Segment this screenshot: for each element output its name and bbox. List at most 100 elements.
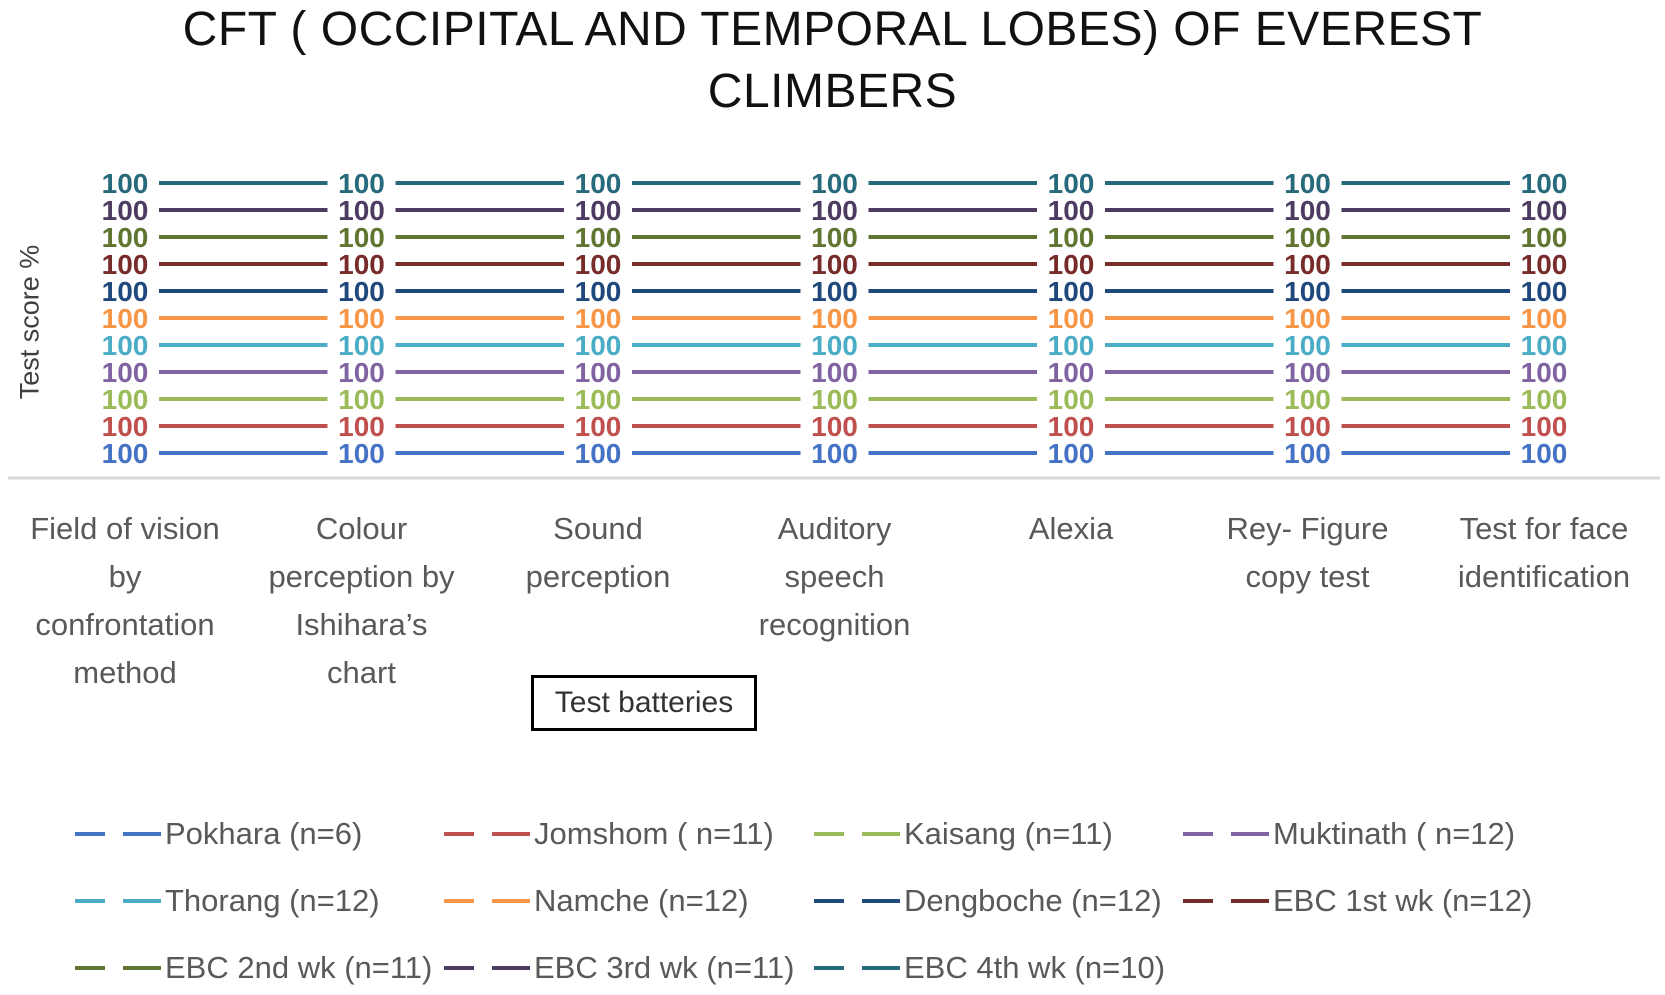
x-tick-label: Field of vision by confrontation method — [30, 511, 220, 690]
legend-swatch — [75, 824, 163, 844]
data-label: 100 — [811, 330, 858, 361]
data-label: 100 — [338, 303, 385, 334]
series-2: 100 100 100 100 100 100 100 — [102, 384, 1568, 415]
series-5: 100 100 100 100 100 100 100 — [102, 303, 1568, 334]
legend-item: EBC 1st wk (n=12) — [1183, 883, 1532, 919]
data-label: 100 — [1521, 195, 1568, 226]
data-label: 100 — [811, 249, 858, 280]
x-tick-label: Alexia — [1029, 511, 1114, 546]
x-axis-title: Test batteries — [531, 675, 757, 731]
x-tick-label: Test for face identification — [1458, 511, 1630, 594]
data-label: 100 — [102, 276, 149, 307]
x-tick-label: Auditory speech recognition — [759, 511, 911, 642]
data-label: 100 — [338, 195, 385, 226]
legend-item: Dengboche (n=12) — [814, 883, 1162, 919]
data-label: 100 — [1521, 384, 1568, 415]
x-tick-label: Rey- Figure copy test — [1227, 511, 1389, 594]
data-label: 100 — [1284, 411, 1331, 442]
data-label: 100 — [102, 249, 149, 280]
data-label: 100 — [1048, 249, 1095, 280]
data-label: 100 — [338, 222, 385, 253]
data-label: 100 — [102, 168, 149, 199]
legend-label: Pokhara (n=6) — [165, 816, 363, 851]
data-label: 100 — [575, 195, 622, 226]
data-label: 100 — [1284, 276, 1331, 307]
legend-label: EBC 1st wk (n=12) — [1273, 883, 1533, 918]
legend-item: EBC 4th wk (n=10) — [814, 950, 1165, 986]
legend-item: Jomshom ( n=11) — [444, 816, 774, 852]
series-6: 100 100 100 100 100 100 100 — [102, 276, 1568, 307]
data-label: 100 — [1284, 384, 1331, 415]
data-label: 100 — [1048, 384, 1095, 415]
series-0: 100 100 100 100 100 100 100 — [102, 438, 1568, 469]
data-label: 100 — [102, 411, 149, 442]
legend-label: EBC 2nd wk (n=11) — [165, 950, 433, 985]
legend-swatch — [1183, 891, 1271, 911]
series-10: 100 100 100 100 100 100 100 — [102, 168, 1568, 199]
data-label: 100 — [1048, 357, 1095, 388]
chart-title-line-2: CLIMBERS — [707, 65, 958, 118]
data-label: 100 — [338, 384, 385, 415]
data-label: 100 — [1521, 249, 1568, 280]
x-tick-label: Colour perception by Ishihara’s chart — [268, 511, 455, 690]
legend-item: Kaisang (n=11) — [814, 816, 1113, 852]
data-label: 100 — [102, 195, 149, 226]
data-label: 100 — [1521, 276, 1568, 307]
legend-swatch — [814, 958, 902, 978]
data-label: 100 — [102, 330, 149, 361]
data-label: 100 — [1521, 303, 1568, 334]
series-1: 100 100 100 100 100 100 100 — [102, 411, 1568, 442]
data-label: 100 — [1521, 438, 1568, 469]
legend-label: Namche (n=12) — [534, 883, 749, 918]
legend-label: Kaisang (n=11) — [904, 816, 1113, 851]
data-label: 100 — [1048, 168, 1095, 199]
data-label: 100 — [1521, 330, 1568, 361]
data-label: 100 — [811, 384, 858, 415]
data-label: 100 — [1521, 168, 1568, 199]
data-label: 100 — [1048, 411, 1095, 442]
data-label: 100 — [1284, 357, 1331, 388]
legend-swatch — [444, 891, 532, 911]
data-label: 100 — [1048, 330, 1095, 361]
data-label: 100 — [1521, 411, 1568, 442]
legend-swatch — [75, 891, 163, 911]
legend-label: Dengboche (n=12) — [904, 883, 1162, 918]
data-label: 100 — [338, 411, 385, 442]
data-label: 100 — [575, 438, 622, 469]
data-label: 100 — [811, 411, 858, 442]
data-label: 100 — [338, 276, 385, 307]
series-7: 100 100 100 100 100 100 100 — [102, 249, 1568, 280]
legend-label: Jomshom ( n=11) — [534, 816, 774, 851]
data-label: 100 — [811, 357, 858, 388]
data-label: 100 — [1284, 222, 1331, 253]
data-label: 100 — [338, 438, 385, 469]
data-label: 100 — [575, 249, 622, 280]
data-label: 100 — [811, 276, 858, 307]
legend-label: EBC 4th wk (n=10) — [904, 950, 1166, 985]
data-label: 100 — [1284, 330, 1331, 361]
legend-swatch — [444, 824, 532, 844]
legend-item: Namche (n=12) — [444, 883, 749, 919]
legend-swatch — [444, 958, 532, 978]
data-label: 100 — [1521, 222, 1568, 253]
data-label: 100 — [1284, 249, 1331, 280]
data-label: 100 — [575, 276, 622, 307]
data-label: 100 — [102, 303, 149, 334]
data-label: 100 — [1284, 168, 1331, 199]
legend-item: Pokhara (n=6) — [75, 816, 362, 852]
data-label: 100 — [1284, 438, 1331, 469]
data-label: 100 — [102, 357, 149, 388]
data-label: 100 — [811, 168, 858, 199]
data-label: 100 — [575, 411, 622, 442]
data-label: 100 — [338, 249, 385, 280]
data-label: 100 — [575, 168, 622, 199]
legend-item: EBC 3rd wk (n=11) — [444, 950, 794, 986]
data-label: 100 — [575, 222, 622, 253]
data-label: 100 — [338, 330, 385, 361]
data-label: 100 — [102, 438, 149, 469]
chart-title-line-1: CFT ( OCCIPITAL AND TEMPORAL LOBES) OF E… — [182, 3, 1483, 56]
series-4: 100 100 100 100 100 100 100 — [102, 330, 1568, 361]
legend-item: Thorang (n=12) — [75, 883, 380, 919]
legend-label: EBC 3rd wk (n=11) — [534, 950, 795, 985]
series-8: 100 100 100 100 100 100 100 — [102, 222, 1568, 253]
